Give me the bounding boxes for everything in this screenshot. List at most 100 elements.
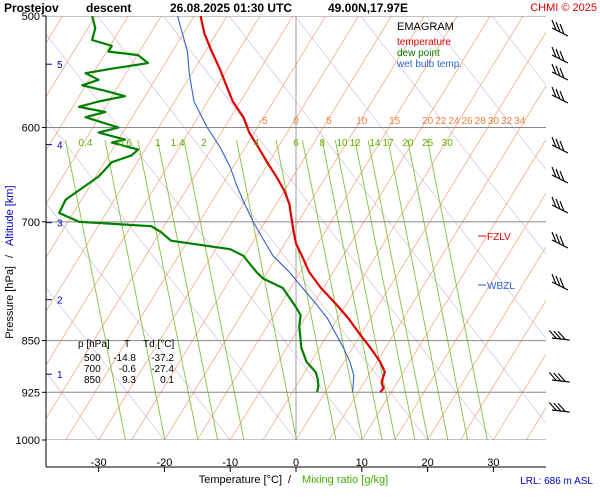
x-axis-title: Temperature [°C] / Mixing ratio [g/kg]: [199, 474, 388, 486]
wind-barb-feather: [559, 235, 565, 247]
dry-adiabat-line: [163, 16, 494, 440]
mixing-ratio-label: 0.4: [79, 138, 93, 149]
wind-barb-staff: [551, 144, 569, 154]
wind-barb-feather: [555, 48, 561, 60]
series-layer: [58, 16, 386, 394]
isotherm-line: [98, 16, 359, 440]
altitude-tick-label: 2: [57, 296, 63, 307]
x-tick-label: -30: [91, 457, 107, 469]
wind-barb-feather: [559, 170, 565, 182]
dry-adiabat-line: [46, 33, 363, 440]
isotherm-line: [229, 16, 491, 440]
isotherm-label: 26: [461, 116, 473, 127]
fzlv-marker: FZLV: [478, 232, 511, 243]
wind-barb-feather: [559, 50, 565, 62]
altitude-tick-label: 3: [57, 219, 63, 230]
chart-title-datetime: 26.08.2025 01:30 UTC: [170, 1, 292, 15]
wind-barb-staff: [551, 94, 569, 104]
wind-barb: [551, 86, 569, 104]
isotherm-label: 30: [488, 116, 500, 127]
table-row-850-td: 0.1: [160, 375, 174, 386]
wind-barb: [551, 273, 569, 291]
legend-title: EMAGRAM: [397, 21, 454, 33]
isotherm-line: [525, 407, 546, 440]
table-row-850-t: 9.3: [122, 375, 136, 386]
wind-barb-feather: [553, 372, 562, 382]
table-header-td: Td [°C]: [143, 339, 174, 350]
isotherm-label: 5: [326, 116, 332, 127]
isotherm-label: 24: [448, 116, 460, 127]
dry-adiabat-line: [294, 16, 546, 340]
wind-barb-feather: [551, 231, 557, 243]
wind-barb-feather: [559, 200, 565, 212]
y-axis-title-sep: /: [4, 254, 16, 258]
y-axis-title-p: Pressure [hPa]: [4, 266, 16, 339]
temperature-line: [199, 16, 386, 394]
wind-barb-feather: [551, 19, 557, 31]
wind-barb-feather: [548, 402, 557, 411]
wind-barb-feather: [555, 168, 561, 180]
dry-adiabat-line: [492, 16, 546, 86]
legend-wet-bulb: wet bulb temp.: [396, 59, 462, 70]
wind-barb-staff: [551, 174, 569, 184]
isotherm-line: [164, 16, 425, 440]
wind-barb-feather: [557, 403, 566, 412]
mixing-ratio-label: 12: [350, 138, 362, 149]
mixing-ratio-line: [65, 139, 126, 440]
legend: EMAGRAM temperature dew point wet bulb t…: [396, 21, 462, 70]
y-axis-title-alt: Altitude [km]: [4, 185, 16, 246]
wind-barb-staff: [551, 409, 570, 413]
wind-barb-feather: [555, 198, 561, 210]
table-row-700-p: 700: [84, 364, 101, 375]
isotherm-line: [427, 246, 546, 440]
dry-adiabat-line: [558, 16, 600, 440]
wind-barb-feather: [551, 63, 557, 75]
wind-barb-feather: [551, 86, 557, 98]
wind-barb-staff: [551, 239, 569, 249]
wind-barb-feather: [559, 277, 565, 289]
dew-point-line: [58, 16, 320, 393]
wind-barb: [551, 46, 569, 64]
wind-barb-feather: [548, 330, 557, 339]
wind-barb: [548, 402, 570, 413]
isotherm-line: [46, 16, 96, 98]
altitude-tick-label: 5: [57, 60, 63, 71]
isotherm-line: [262, 16, 524, 440]
dry-adiabat-line: [426, 16, 546, 171]
mixing-ratio-label: 17: [383, 138, 395, 149]
wind-barb: [551, 136, 569, 154]
wind-barb-feather: [551, 273, 557, 285]
isotherm-line: [328, 85, 546, 440]
y-tick-label: 925: [22, 387, 40, 399]
wind-barb: [548, 330, 570, 341]
wind-barb-feather: [551, 136, 557, 148]
y-axis-title: Pressure [hPa] / Altitude [km]: [4, 185, 16, 338]
legend-temperature: temperature: [397, 37, 451, 48]
mixing-ratio-line: [354, 139, 416, 440]
mixing-ratio-line: [387, 139, 449, 440]
wind-barb-feather: [551, 46, 557, 58]
wind-barb: [548, 372, 570, 383]
wind-barb-feather: [553, 402, 562, 412]
wind-barb-feather: [551, 196, 557, 208]
table-row-500-t: -14.8: [113, 353, 136, 364]
isotherm-line: [295, 31, 546, 440]
wind-barb: [551, 166, 569, 184]
dry-adiabat-line: [46, 118, 297, 440]
y-tick-label: 500: [22, 11, 40, 23]
mixing-ratio-line: [407, 139, 469, 440]
isotherm-label: 20: [422, 116, 434, 127]
mixing-ratio-line: [275, 139, 337, 440]
isotherm-line: [65, 16, 327, 440]
mixing-ratio-line: [321, 139, 383, 440]
mixing-ratio-label: 25: [422, 138, 434, 149]
x-tick-label: -20: [156, 457, 172, 469]
mixing-ratio-line: [334, 139, 396, 440]
wet-bulb-line: [177, 16, 355, 393]
isotherm-line: [46, 16, 195, 259]
isotherm-line: [46, 16, 228, 312]
table-row-500-p: 500: [84, 353, 101, 364]
mixing-ratio-label: 1.4: [171, 138, 185, 149]
wind-barb-staff: [551, 54, 569, 64]
isotherm-line: [131, 16, 392, 440]
